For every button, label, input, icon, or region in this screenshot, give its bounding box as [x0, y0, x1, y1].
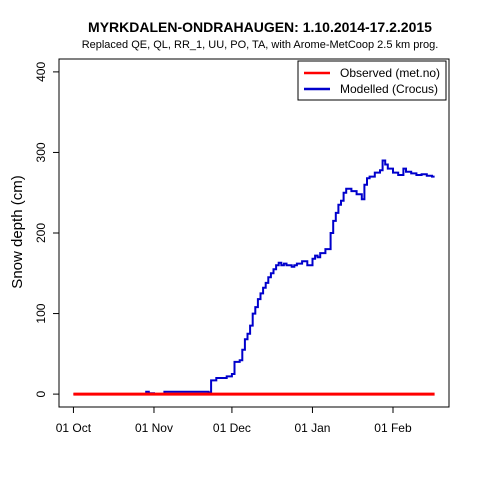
- chart-title: MYRKDALEN-ONDRAHAUGEN: 1.10.2014-17.2.20…: [88, 19, 432, 35]
- legend-box: [297, 60, 447, 101]
- legend-label-modelled: Modelled (Crocus): [340, 82, 438, 96]
- plot-area: [73, 159, 435, 396]
- y-axis-label: Snow depth (cm): [9, 175, 26, 288]
- y-tick-label: 0: [34, 390, 48, 397]
- legend-label-observed: Observed (met.no): [340, 66, 440, 80]
- legend: Observed (met.no) Modelled (Crocus): [297, 60, 447, 101]
- x-tick-label: 01 Dec: [213, 421, 251, 435]
- x-tick-label: 01 Feb: [374, 421, 412, 435]
- plot-frame: [58, 58, 450, 408]
- series-line-modelled: [73, 159, 435, 396]
- chart-subtitle: Replaced QE, QL, RR_1, UU, PO, TA, with …: [82, 39, 439, 51]
- x-tick-label: 01 Nov: [135, 421, 173, 435]
- axes: 0 100 200 300 400 01 Oct 01 Nov 01 Dec 01 Jan 01 …: [34, 58, 450, 435]
- y-tick-label: 100: [34, 303, 48, 323]
- x-tick-label: 01 Oct: [56, 421, 92, 435]
- y-tick-label: 300: [34, 142, 48, 162]
- y-tick-label: 200: [34, 223, 48, 243]
- y-tick-label: 400: [34, 62, 48, 82]
- x-tick-label: 01 Jan: [294, 421, 330, 435]
